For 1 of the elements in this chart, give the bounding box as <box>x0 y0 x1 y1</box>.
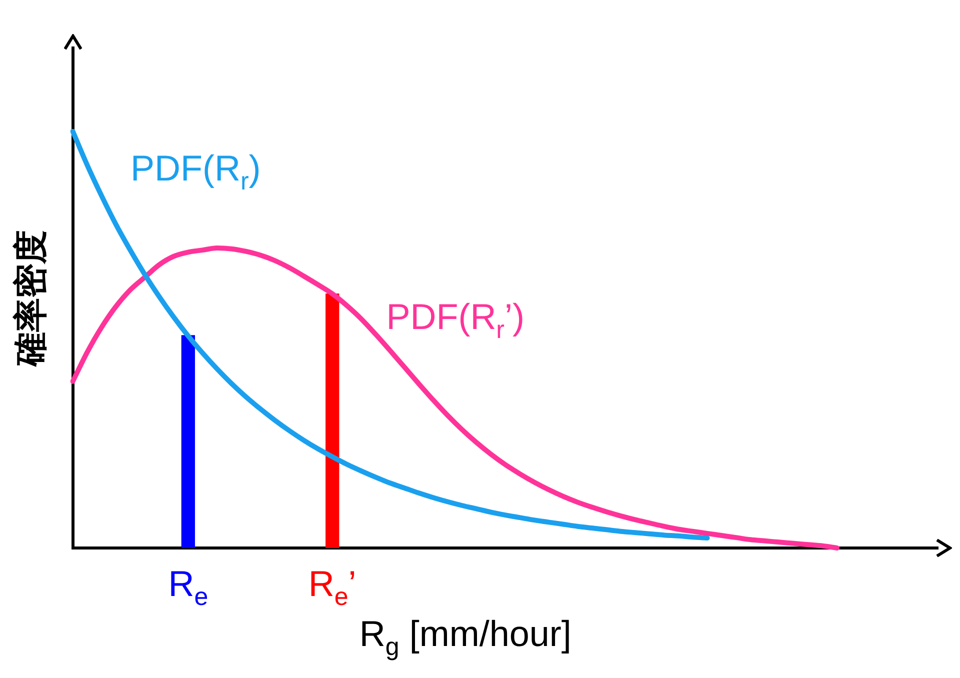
y-axis-title: 確率密度 <box>12 230 50 368</box>
